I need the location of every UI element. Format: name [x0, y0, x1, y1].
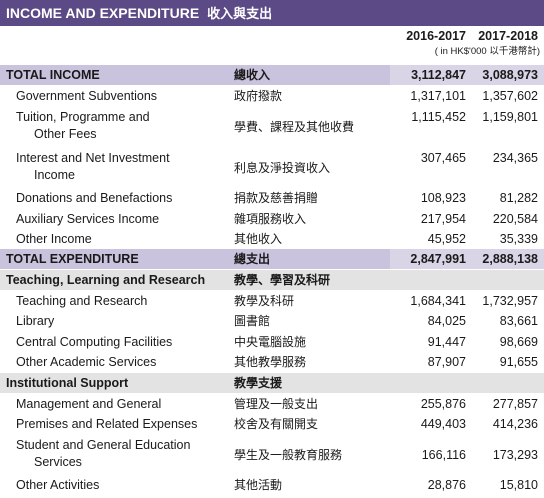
- table-row: Central Computing Facilities 中央電腦設施 91,4…: [0, 332, 544, 352]
- row-label: Other Activities: [16, 478, 100, 492]
- row-label-zh: 利息及淨投資收入: [234, 161, 331, 175]
- table-row: Auxiliary Services Income 雜項服務收入 217,954…: [0, 209, 544, 229]
- value-2016-2017: 87,907: [427, 355, 466, 369]
- value-2016-2017: 166,116: [421, 448, 466, 462]
- row-label-zh: 其他教學服務: [234, 355, 307, 369]
- value-2017-2018: 2,888,138: [482, 252, 538, 266]
- row-label: TOTAL EXPENDITURE: [6, 252, 139, 266]
- row-label-cont: Other Fees: [34, 127, 97, 141]
- value-2016-2017: 91,447: [427, 335, 466, 349]
- value-2016-2017: 108,923: [420, 191, 466, 205]
- row-label-zh: 中央電腦設施: [234, 335, 307, 349]
- column-header-2017-2018: 2017-2018: [478, 29, 538, 43]
- value-2016-2017: 1,317,101: [410, 89, 466, 103]
- value-2017-2018: 1,357,602: [482, 89, 538, 103]
- row-label: Central Computing Facilities: [16, 335, 173, 349]
- row-label: TOTAL INCOME: [6, 68, 100, 82]
- page-title: INCOME AND EXPENDITURE 收入與支出: [0, 0, 544, 26]
- value-2016-2017: 28,876: [427, 478, 466, 492]
- row-label-zh: 教學、學習及科研: [234, 273, 331, 287]
- row-label: Auxiliary Services Income: [16, 212, 160, 226]
- value-2017-2018: 91,655: [499, 355, 538, 369]
- row-label-cont: Services: [34, 455, 82, 469]
- row-label: Government Subventions: [16, 89, 158, 103]
- row-label: Teaching and Research: [16, 294, 148, 308]
- row-label: Management and General: [16, 397, 162, 411]
- value-2017-2018: 83,661: [499, 314, 538, 328]
- table-row: Other Income 其他收入 45,952 35,339: [0, 229, 544, 249]
- row-label-zh: 管理及一般支出: [234, 397, 319, 411]
- title-en: INCOME AND EXPENDITURE: [6, 5, 200, 21]
- value-2017-2018: 173,293: [492, 448, 538, 462]
- value-2016-2017: 84,025: [427, 314, 466, 328]
- value-2016-2017: 255,876: [420, 397, 466, 411]
- unit-note: ( in HK$'000 以千港幣計): [434, 46, 540, 57]
- value-2016-2017: 217,954: [420, 212, 466, 226]
- value-2016-2017: 3,112,847: [411, 68, 466, 82]
- value-2017-2018: 234,365: [492, 151, 538, 165]
- row-label: Donations and Benefactions: [16, 191, 173, 205]
- table-row: Donations and Benefactions 捐款及慈善捐贈 108,9…: [0, 188, 544, 208]
- row-label-zh: 校舍及有關開支: [234, 417, 319, 431]
- row-label: Premises and Related Expenses: [16, 417, 198, 431]
- row-label-zh: 學生及一般教育服務: [234, 448, 343, 462]
- row-label-zh: 總支出: [234, 252, 271, 266]
- value-2017-2018: 414,236: [492, 417, 538, 431]
- value-2017-2018: 1,732,957: [482, 294, 538, 308]
- row-label-cont: Income: [34, 168, 75, 182]
- row-label: Other Academic Services: [16, 355, 157, 369]
- row-label: Other Income: [16, 232, 92, 246]
- row-label-zh: 教學支援: [234, 376, 283, 390]
- row-label-zh: 教學及科研: [234, 294, 295, 308]
- table-row: Other Academic Services 其他教學服務 87,907 91…: [0, 352, 544, 372]
- row-label: Tuition, Programme and: [16, 110, 150, 124]
- table-row: Library 圖書館 84,025 83,661: [0, 311, 544, 331]
- value-2017-2018: 277,857: [492, 397, 538, 411]
- table-row: Management and General 管理及一般支出 255,876 2…: [0, 394, 544, 414]
- table-row: Teaching and Research 教學及科研 1,684,341 1,…: [0, 291, 544, 311]
- value-2016-2017: 1,684,341: [410, 294, 466, 308]
- table-row-total-income: TOTAL INCOME 總收入 3,112,847 3,088,973: [0, 65, 544, 85]
- value-2017-2018: 1,159,801: [482, 110, 538, 124]
- row-label-zh: 圖書館: [234, 314, 271, 328]
- table-row: Premises and Related Expenses 校舍及有關開支 44…: [0, 414, 544, 434]
- value-2017-2018: 81,282: [499, 191, 538, 205]
- row-label: Student and General Education: [16, 438, 191, 452]
- column-header-2016-2017: 2016-2017: [406, 29, 466, 43]
- row-label-zh: 其他收入: [234, 232, 283, 246]
- table-row: Government Subventions 政府撥款 1,317,101 1,…: [0, 86, 544, 106]
- value-2016-2017: 307,465: [420, 151, 466, 165]
- value-2017-2018: 98,669: [499, 335, 538, 349]
- value-2017-2018: 220,584: [492, 212, 538, 226]
- value-2016-2017: 2,847,991: [410, 252, 466, 266]
- table-row: Interest and Net Investment Income 利息及淨投…: [0, 148, 544, 186]
- value-2016-2017: 1,115,452: [411, 110, 466, 124]
- section-header-teaching: Teaching, Learning and Research 教學、學習及科研: [0, 270, 544, 290]
- table-row: Student and General Education Services 學…: [0, 435, 544, 473]
- row-label: Library: [16, 314, 55, 328]
- row-label: Interest and Net Investment: [16, 151, 170, 165]
- row-label-zh: 其他活動: [234, 478, 283, 492]
- section-header-institutional: Institutional Support 教學支援: [0, 373, 544, 393]
- row-label-zh: 捐款及慈善捐贈: [234, 191, 319, 205]
- row-label-zh: 總收入: [234, 68, 271, 82]
- table-row-total-expenditure: TOTAL EXPENDITURE 總支出 2,847,991 2,888,13…: [0, 249, 544, 269]
- row-label-zh: 雜項服務收入: [234, 212, 307, 226]
- title-zh: 收入與支出: [207, 7, 273, 22]
- row-label: Teaching, Learning and Research: [6, 273, 206, 287]
- row-label-zh: 政府撥款: [234, 89, 283, 103]
- value-2016-2017: 449,403: [420, 417, 466, 431]
- table-row: Tuition, Programme and Other Fees 學費、課程及…: [0, 107, 544, 145]
- row-label: Institutional Support: [6, 376, 129, 390]
- value-2016-2017: 45,952: [427, 232, 466, 246]
- table-row: Other Activities 其他活動 28,876 15,810: [0, 475, 544, 495]
- value-2017-2018: 15,810: [499, 478, 538, 492]
- value-2017-2018: 3,088,973: [482, 68, 538, 82]
- value-2017-2018: 35,339: [499, 232, 538, 246]
- row-label-zh: 學費、課程及其他收費: [234, 120, 355, 134]
